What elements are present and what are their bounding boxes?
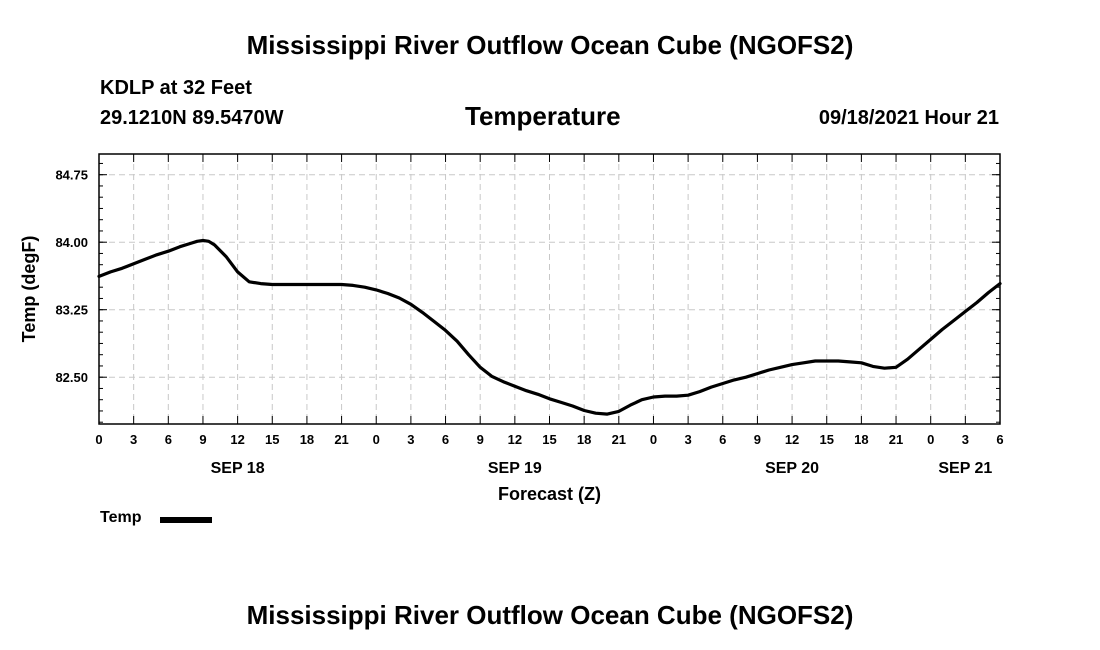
x-tick-label: 18 <box>854 432 868 447</box>
day-label: SEP 20 <box>765 460 819 477</box>
station-name: KDLP at 32 Feet <box>100 77 252 99</box>
x-tick-label: 12 <box>785 432 799 447</box>
x-tick-label: 3 <box>130 432 137 447</box>
x-tick-label: 9 <box>199 432 206 447</box>
x-tick-label: 21 <box>889 432 903 447</box>
x-tick-label: 0 <box>650 432 657 447</box>
x-tick-label: 12 <box>508 432 522 447</box>
x-tick-label: 18 <box>577 432 591 447</box>
x-tick-label: 3 <box>407 432 414 447</box>
x-tick-label: 21 <box>334 432 348 447</box>
x-tick-label: 6 <box>442 432 449 447</box>
x-tick-label: 3 <box>684 432 691 447</box>
plot-frame <box>98 153 1001 425</box>
station-coordinates: 29.1210N 89.5470W <box>100 107 284 129</box>
x-tick-label: 18 <box>300 432 314 447</box>
x-tick-label: 6 <box>996 432 1003 447</box>
y-tick-label: 84.75 <box>55 168 88 183</box>
footer-title: Mississippi River Outflow Ocean Cube (NG… <box>246 600 854 630</box>
legend-line-swatch <box>160 517 212 523</box>
legend-label: Temp <box>100 509 142 526</box>
day-label: SEP 18 <box>211 460 265 477</box>
y-tick-label: 82.50 <box>55 370 88 385</box>
y-tick-label: 83.25 <box>55 303 88 318</box>
series-line-temp <box>97 238 1002 416</box>
x-tick-label: 0 <box>927 432 934 447</box>
x-tick-label: 6 <box>719 432 726 447</box>
chart-title: Mississippi River Outflow Ocean Cube (NG… <box>246 30 854 60</box>
x-tick-label: 15 <box>819 432 833 447</box>
parameter-title: Temperature <box>465 101 621 131</box>
x-tick-label: 15 <box>542 432 556 447</box>
x-tick-label: 21 <box>612 432 626 447</box>
x-tick-label: 0 <box>95 432 102 447</box>
day-label: SEP 19 <box>488 460 542 477</box>
x-tick-label: 12 <box>230 432 244 447</box>
x-axis-label: Forecast (Z) <box>498 484 601 504</box>
y-tick-label: 84.00 <box>55 235 88 250</box>
x-tick-label: 3 <box>962 432 969 447</box>
forecast-datetime: 09/18/2021 Hour 21 <box>818 107 999 129</box>
y-axis-label: Temp (degF) <box>19 236 39 343</box>
x-tick-label: 0 <box>373 432 380 447</box>
x-tick-label: 6 <box>165 432 172 447</box>
x-tick-label: 9 <box>477 432 484 447</box>
day-label: SEP 21 <box>938 460 992 477</box>
x-tick-label: 15 <box>265 432 279 447</box>
x-tick-label: 9 <box>754 432 761 447</box>
